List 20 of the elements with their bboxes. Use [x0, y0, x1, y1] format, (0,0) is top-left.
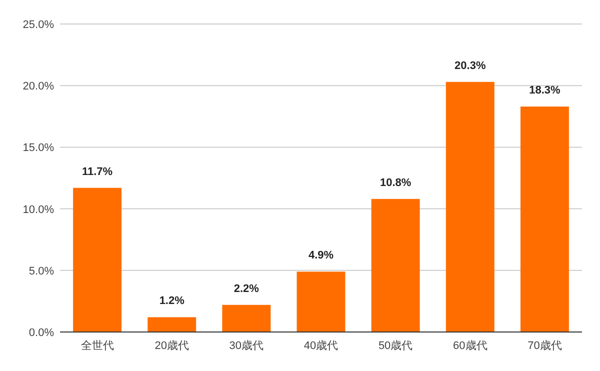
x-tick-label: 70歳代 — [528, 339, 562, 352]
x-tick-label: 40歳代 — [304, 339, 338, 352]
x-tick-label: 20歳代 — [154, 339, 189, 352]
y-tick-label: 10.0% — [22, 204, 54, 216]
x-tick-label: 30歳代 — [229, 339, 264, 352]
data-label: 18.3% — [529, 84, 561, 97]
x-tick-label: 全世代 — [80, 339, 114, 352]
data-label: 10.8% — [380, 176, 412, 189]
y-tick-label: 15.0% — [22, 142, 54, 154]
data-label: 20.3% — [454, 60, 486, 72]
data-label: 4.9% — [308, 250, 334, 262]
data-label: 1.2% — [159, 295, 185, 308]
x-tick-label: 50歳代 — [378, 339, 413, 352]
y-tick-label: 0.0% — [28, 327, 54, 339]
x-tick-label: 60歳代 — [453, 339, 488, 352]
y-tick-label: 5.0% — [28, 265, 54, 278]
y-tick-label: 25.0% — [22, 19, 54, 31]
data-label: 2.2% — [234, 282, 260, 295]
data-label: 11.7% — [82, 166, 113, 178]
y-tick-label: 20.0% — [22, 80, 54, 93]
